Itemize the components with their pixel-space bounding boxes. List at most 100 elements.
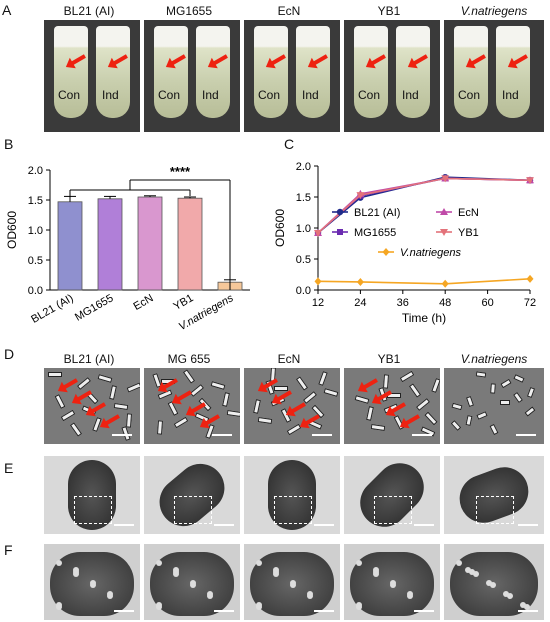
- cell: [48, 372, 62, 377]
- bar: [57, 201, 83, 291]
- data-point: [356, 277, 364, 286]
- granule: [490, 582, 496, 588]
- scale-bar: [114, 524, 134, 526]
- scale-bar: [312, 434, 332, 436]
- x-tick-label: 36: [397, 297, 409, 309]
- tube-right: [296, 26, 330, 118]
- legend-label: EcN: [458, 207, 479, 219]
- strain-label-d-1: BL21 (AI): [63, 352, 115, 366]
- micrograph-4: [344, 368, 440, 444]
- panel-label-a: A: [2, 2, 12, 18]
- red-arrow-icon: [362, 378, 378, 390]
- micrograph-3: [244, 368, 340, 444]
- x-tick-label: MG1655: [73, 292, 116, 323]
- cell: [318, 371, 328, 386]
- granule: [503, 591, 509, 597]
- cell: [408, 383, 422, 398]
- tube-label-right: Ind: [102, 88, 119, 102]
- red-arrow-icon: [62, 378, 78, 390]
- strain-label-a-4: YB1: [377, 4, 401, 18]
- strain-label-a-1: BL21 (AI): [63, 4, 115, 18]
- strain-label-d-2: MG 655: [167, 352, 211, 366]
- cell: [222, 392, 230, 407]
- bacterium-cell: [68, 460, 116, 530]
- cell: [489, 423, 499, 436]
- y-tick-label: 0.5: [28, 255, 43, 267]
- cell: [274, 386, 288, 391]
- series-line: [317, 278, 531, 285]
- red-arrow-icon: [90, 402, 106, 414]
- data-point: [440, 208, 448, 215]
- tem-image-3: [244, 456, 340, 534]
- granule: [356, 602, 362, 608]
- cell: [415, 398, 431, 411]
- x-tick-label: 60: [481, 297, 493, 309]
- tube-right: [496, 26, 530, 118]
- red-arrow-icon: [404, 414, 420, 426]
- cell: [157, 420, 163, 435]
- scale-bar: [112, 434, 132, 436]
- granule: [256, 560, 262, 566]
- y-axis-label: OD600: [5, 211, 19, 249]
- tem-zoom-5: [444, 544, 544, 620]
- y-axis-label: OD600: [273, 209, 287, 247]
- granule: [290, 580, 296, 586]
- cell: [383, 374, 389, 389]
- tube-right: [96, 26, 130, 118]
- panel-label-b: B: [4, 136, 14, 152]
- tem-zoom-4: [344, 544, 440, 620]
- data-point: [314, 277, 322, 286]
- tem-zoom-3: [244, 544, 340, 620]
- cell: [69, 422, 83, 437]
- cell: [475, 371, 487, 378]
- granule: [520, 602, 526, 608]
- x-tick-label: 12: [312, 297, 324, 309]
- scale-bar: [412, 434, 432, 436]
- y-tick-label: 0.5: [296, 254, 311, 266]
- granule: [56, 602, 62, 608]
- cell: [476, 411, 488, 420]
- cell: [113, 403, 129, 410]
- cell: [370, 424, 386, 431]
- strain-label-d-4: YB1: [377, 352, 401, 366]
- tube-left: [54, 26, 88, 118]
- cell: [60, 409, 76, 422]
- zoom-box: [274, 496, 312, 524]
- tem-image-1: [44, 456, 140, 534]
- cell: [76, 377, 92, 390]
- cell: [302, 391, 318, 404]
- tem-zoom-1: [44, 544, 140, 620]
- cell: [424, 411, 438, 426]
- legend-label: V.natriegens: [400, 247, 461, 259]
- granule: [56, 560, 62, 566]
- cell: [399, 370, 415, 383]
- tem-image-5: [444, 456, 544, 534]
- tube-left: [354, 26, 388, 118]
- y-tick-label: 1.0: [296, 223, 311, 235]
- granule: [173, 567, 179, 573]
- tube-photo-2: Con Ind: [144, 20, 240, 132]
- tube-label-left: Con: [158, 88, 181, 102]
- granule: [390, 580, 396, 586]
- granule: [356, 560, 362, 566]
- tube-label-right: Ind: [202, 88, 219, 102]
- x-axis-label: Time (h): [402, 311, 446, 325]
- granule: [256, 602, 262, 608]
- x-tick-label: EcN: [132, 292, 156, 313]
- cell: [323, 388, 339, 397]
- y-tick-label: 1.5: [28, 195, 43, 207]
- granule: [473, 571, 479, 577]
- cell: [451, 402, 463, 411]
- micrograph-5: [444, 368, 544, 444]
- cell: [182, 369, 196, 384]
- panel-label-d: D: [4, 346, 15, 362]
- cell: [465, 415, 473, 426]
- scale-bar: [516, 434, 536, 436]
- legend-label: YB1: [458, 227, 479, 239]
- strain-label-a-2: MG1655: [165, 4, 213, 18]
- zoom-box: [476, 496, 514, 524]
- tube-left: [154, 26, 188, 118]
- bar: [97, 198, 123, 291]
- panel-label-e: E: [4, 460, 14, 476]
- granule: [156, 602, 162, 608]
